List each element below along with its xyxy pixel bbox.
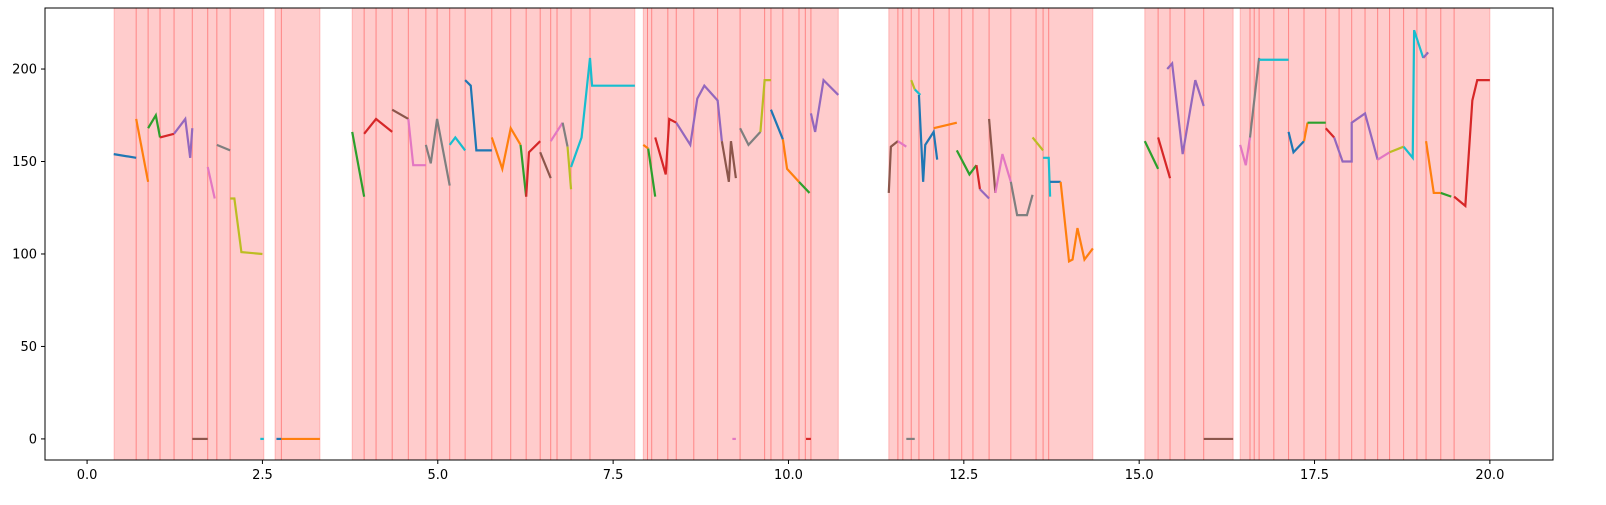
series-line: [363, 117, 393, 135]
series-line: [910, 79, 916, 90]
series-line: [897, 140, 907, 148]
series-line: [798, 181, 811, 194]
series-line: [769, 109, 784, 140]
series-line: [216, 143, 231, 152]
series-line: [887, 140, 899, 193]
series-line: [566, 146, 573, 190]
series-line: [759, 79, 771, 133]
series-line: [1453, 79, 1490, 209]
shaded-span: [1239, 7, 1491, 461]
x-tick-label: 2.5: [252, 468, 273, 483]
series-line: [1389, 145, 1405, 154]
series-line: [781, 139, 800, 183]
series-line: [647, 148, 657, 197]
series-line: [1157, 137, 1172, 179]
x-tick-label: 12.5: [949, 468, 978, 483]
series-line: [1248, 57, 1261, 138]
series-line: [1333, 111, 1379, 163]
series-line: [407, 118, 426, 167]
series-line: [519, 144, 528, 197]
series-line: [979, 188, 990, 200]
series-line: [1043, 156, 1052, 197]
series-line: [173, 116, 194, 158]
series-line: [675, 83, 723, 148]
x-tick-label: 20.0: [1475, 468, 1504, 483]
series-line: [424, 118, 451, 186]
series-line: [448, 135, 467, 152]
y-tick-label: 100: [12, 247, 37, 262]
series-line: [1031, 136, 1044, 152]
series-line: [561, 122, 569, 147]
series-line: [206, 166, 216, 199]
shaded-span: [1144, 7, 1234, 461]
series-line: [917, 94, 939, 182]
series-line: [1143, 140, 1160, 170]
series-line: [720, 140, 737, 183]
series-line: [490, 125, 522, 174]
series-line: [525, 140, 541, 197]
series-line: [994, 153, 1012, 194]
x-tick-label: 0.0: [77, 468, 98, 483]
series-line: [739, 127, 762, 147]
series-line: [1324, 127, 1335, 139]
series-line: [1239, 137, 1252, 166]
series-line: [570, 57, 635, 168]
series-line: [975, 165, 982, 190]
series-line: [1009, 181, 1034, 217]
series-line: [113, 153, 137, 159]
series-line: [642, 143, 649, 150]
series-line: [159, 132, 175, 139]
series-line: [654, 117, 677, 175]
series-line: [391, 108, 409, 120]
shaded-span: [351, 7, 636, 461]
x-tick-label: 7.5: [603, 468, 624, 483]
shaded-span: [274, 7, 321, 461]
x-tick-label: 15.0: [1125, 468, 1154, 483]
series-line: [1440, 191, 1452, 198]
plot-frame: [44, 7, 1554, 461]
series-line: [1302, 122, 1309, 142]
y-tick-label: 150: [12, 155, 37, 170]
series-line: [1059, 181, 1094, 264]
series-line: [913, 88, 922, 96]
x-tick-label: 5.0: [427, 468, 448, 483]
series-line: [987, 118, 997, 194]
series-line: [1402, 29, 1425, 161]
series-line: [1166, 60, 1205, 155]
series-line: [549, 122, 564, 142]
series-line: [464, 79, 492, 152]
series-line: [135, 118, 150, 183]
x-tick-label: 17.5: [1300, 468, 1329, 483]
series-line: [1424, 140, 1441, 195]
series-line: [955, 149, 978, 177]
series-line: [230, 197, 263, 256]
series-line: [1377, 151, 1391, 161]
y-tick-label: 0: [29, 432, 37, 447]
shaded-span: [642, 7, 839, 461]
series-line: [809, 77, 840, 133]
series-line: [1422, 51, 1429, 59]
series-line: [1287, 131, 1305, 155]
y-tick-label: 50: [20, 340, 37, 355]
series-line: [933, 121, 958, 130]
series-line: [147, 112, 162, 138]
x-tick-label: 10.0: [774, 468, 803, 483]
series-line: [539, 151, 552, 179]
y-tick-label: 200: [12, 63, 37, 78]
series-line: [351, 131, 366, 197]
